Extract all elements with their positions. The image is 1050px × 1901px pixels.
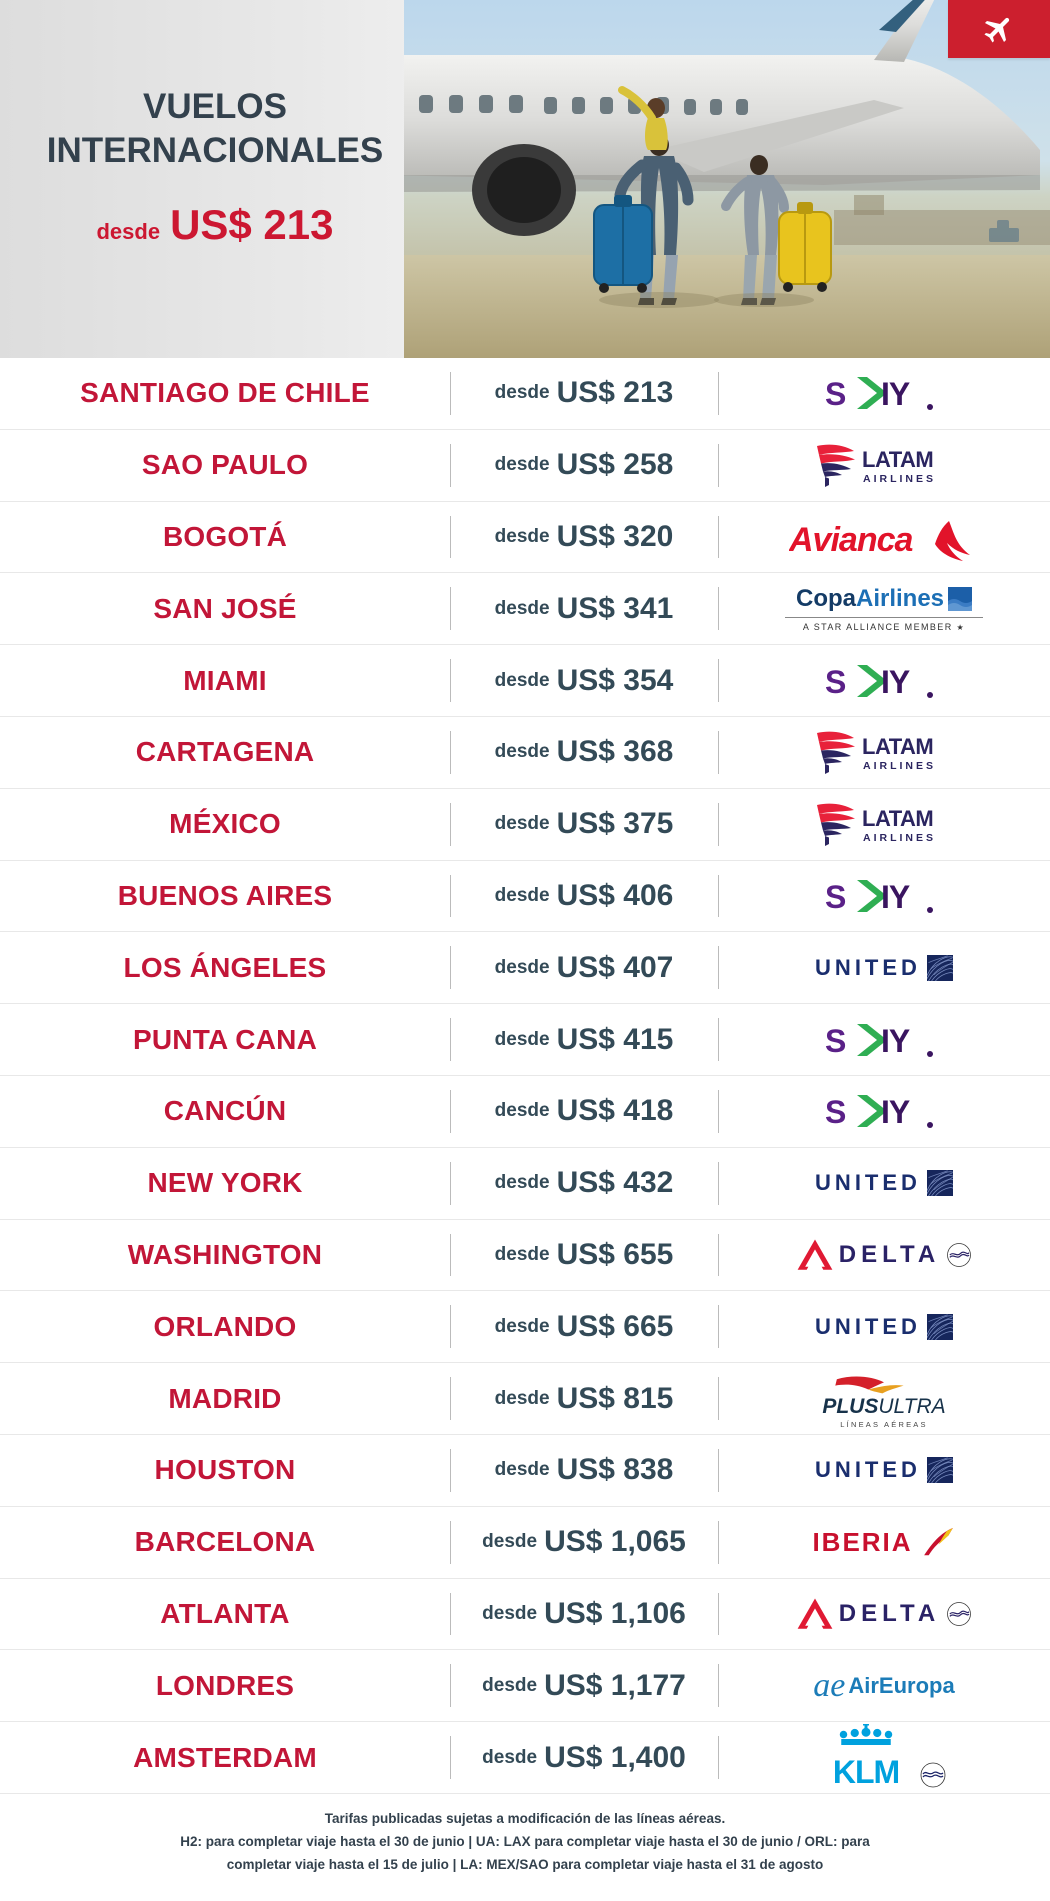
svg-text:IY: IY xyxy=(881,879,910,915)
svg-text:LATAM: LATAM xyxy=(862,806,933,831)
svg-text:S: S xyxy=(825,664,846,700)
svg-text:S: S xyxy=(825,1023,846,1059)
svg-text:Avianca: Avianca xyxy=(789,521,912,559)
svg-text:LATAM: LATAM xyxy=(862,447,933,472)
svg-text:IY: IY xyxy=(881,1094,910,1130)
svg-text:LATAM: LATAM xyxy=(862,734,933,759)
svg-text:AIRLINES: AIRLINES xyxy=(863,473,936,485)
svg-text:AIRLINES: AIRLINES xyxy=(863,760,936,772)
svg-text:S: S xyxy=(825,376,846,412)
svg-text:AIRLINES: AIRLINES xyxy=(863,832,936,844)
svg-text:IY: IY xyxy=(881,1023,910,1059)
svg-text:IY: IY xyxy=(881,376,910,412)
svg-text:S: S xyxy=(825,879,846,915)
svg-text:IY: IY xyxy=(881,664,910,700)
svg-text:S: S xyxy=(825,1094,846,1130)
